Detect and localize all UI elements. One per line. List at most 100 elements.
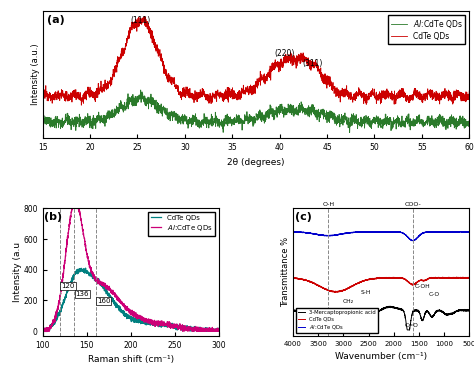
- CdTe QDs: [310, 281, 316, 285]
- Line: $Al$:CdTe QDs: $Al$:CdTe QDs: [43, 90, 469, 132]
- Text: C=O: C=O: [404, 323, 418, 328]
- $Al$:CdTe QDs: [321, 233, 327, 237]
- 3-Mercaptopropionic acid: [466, 309, 472, 313]
- 3-Mercaptopropionic acid: [463, 308, 469, 313]
- $Al$:CdTe QDs: [203, 120, 209, 125]
- $Al$:CdTe QDs: [40, 118, 46, 123]
- $Al$:CdTe QDs: [40, 329, 46, 333]
- Text: (111): (111): [130, 16, 150, 24]
- Line: CdTe QDs: CdTe QDs: [293, 277, 469, 292]
- $Al$:CdTe QDs: [114, 107, 119, 111]
- CdTe QDs: [440, 275, 446, 279]
- Line: 3-Mercaptopropionic acid: 3-Mercaptopropionic acid: [293, 306, 469, 330]
- CdTe QDs: [222, 95, 228, 100]
- CdTe QDs: [114, 70, 119, 74]
- CdTe QDs: [42, 329, 48, 333]
- CdTe QDs: [61, 299, 66, 303]
- Text: 160: 160: [97, 298, 110, 304]
- Legend: 3-Mercaptopropionic acid, CdTe QDs, $Al$:CdTe QDs: 3-Mercaptopropionic acid, CdTe QDs, $Al$…: [296, 308, 378, 333]
- $Al$:CdTe QDs: [72, 197, 78, 201]
- CdTe QDs: [122, 314, 128, 318]
- CdTe QDs: [118, 309, 124, 313]
- $Al$:CdTe QDs: [54, 311, 59, 315]
- Line: CdTe QDs: CdTe QDs: [43, 17, 469, 105]
- $Al$:CdTe QDs: [450, 229, 456, 234]
- Text: (c): (c): [295, 212, 311, 222]
- CdTe QDs: [332, 290, 337, 295]
- Text: (b): (b): [45, 212, 63, 222]
- 3-Mercaptopropionic acid: [310, 312, 316, 316]
- Y-axis label: Intensity (a.u.): Intensity (a.u.): [31, 44, 40, 105]
- Text: 136: 136: [76, 291, 89, 297]
- Line: $Al$:CdTe QDs: $Al$:CdTe QDs: [293, 231, 469, 241]
- $Al$:CdTe QDs: [290, 230, 296, 234]
- $Al$:CdTe QDs: [138, 88, 144, 92]
- $Al$:CdTe QDs: [365, 230, 371, 234]
- CdTe QDs: [365, 277, 371, 282]
- CdTe QDs: [466, 89, 472, 93]
- $Al$:CdTe QDs: [347, 130, 353, 135]
- $Al$:CdTe QDs: [118, 300, 124, 304]
- $Al$:CdTe QDs: [466, 119, 472, 124]
- $Al$:CdTe QDs: [61, 270, 66, 274]
- X-axis label: 2θ (degrees): 2θ (degrees): [227, 158, 285, 167]
- 3-Mercaptopropionic acid: [358, 320, 364, 325]
- CdTe QDs: [444, 276, 450, 280]
- CdTe QDs: [83, 266, 89, 270]
- CdTe QDs: [358, 280, 364, 284]
- CdTe QDs: [40, 328, 46, 333]
- $Al$:CdTe QDs: [444, 230, 450, 234]
- Y-axis label: Intensity (a.u: Intensity (a.u: [13, 242, 22, 302]
- Text: C-OH: C-OH: [415, 284, 430, 289]
- CdTe QDs: [204, 93, 210, 97]
- 3-Mercaptopropionic acid: [290, 307, 296, 312]
- X-axis label: Raman shift (cm⁻¹): Raman shift (cm⁻¹): [88, 355, 174, 364]
- CdTe QDs: [463, 276, 469, 280]
- 3-Mercaptopropionic acid: [321, 318, 327, 323]
- Line: $Al$:CdTe QDs: $Al$:CdTe QDs: [43, 199, 219, 331]
- $Al$:CdTe QDs: [466, 230, 472, 234]
- Text: S-H: S-H: [361, 290, 371, 295]
- CdTe QDs: [412, 94, 418, 98]
- $Al$:CdTe QDs: [310, 231, 316, 236]
- $Al$:CdTe QDs: [412, 118, 418, 123]
- CdTe QDs: [54, 318, 59, 322]
- Text: O-H: O-H: [322, 202, 334, 207]
- X-axis label: Wavenumber (cm⁻¹): Wavenumber (cm⁻¹): [335, 352, 427, 361]
- $Al$:CdTe QDs: [122, 305, 128, 309]
- Text: (a): (a): [47, 15, 64, 25]
- $Al$:CdTe QDs: [115, 295, 120, 299]
- Y-axis label: Transmittance %: Transmittance %: [281, 237, 290, 307]
- Text: (311): (311): [303, 59, 323, 68]
- Legend: $Al$:CdTe QDs, CdTe QDs: $Al$:CdTe QDs, CdTe QDs: [388, 15, 465, 44]
- Text: 120: 120: [62, 283, 75, 289]
- CdTe QDs: [321, 285, 327, 290]
- 3-Mercaptopropionic acid: [365, 317, 371, 321]
- $Al$:CdTe QDs: [463, 230, 469, 234]
- Text: C-O: C-O: [428, 292, 439, 297]
- 3-Mercaptopropionic acid: [404, 328, 410, 332]
- $Al$:CdTe QDs: [140, 317, 146, 321]
- $Al$:CdTe QDs: [40, 327, 46, 331]
- $Al$:CdTe QDs: [358, 230, 364, 234]
- 3-Mercaptopropionic acid: [388, 304, 394, 308]
- Line: CdTe QDs: CdTe QDs: [43, 268, 219, 331]
- 3-Mercaptopropionic acid: [444, 313, 450, 317]
- $Al$:CdTe QDs: [410, 239, 416, 243]
- CdTe QDs: [140, 319, 146, 324]
- Text: COO-: COO-: [404, 202, 421, 207]
- CdTe QDs: [79, 103, 84, 107]
- CdTe QDs: [142, 15, 148, 19]
- Text: (220): (220): [274, 49, 294, 58]
- $Al$:CdTe QDs: [458, 116, 464, 120]
- CdTe QDs: [40, 94, 46, 99]
- CdTe QDs: [216, 329, 222, 333]
- CdTe QDs: [290, 276, 296, 280]
- Legend: CdTe QDs, $Al$:CdTe QDs: CdTe QDs, $Al$:CdTe QDs: [148, 212, 216, 235]
- $Al$:CdTe QDs: [222, 121, 228, 126]
- $Al$:CdTe QDs: [216, 327, 222, 331]
- $Al$:CdTe QDs: [89, 122, 94, 127]
- Text: CH₂: CH₂: [343, 299, 354, 304]
- CdTe QDs: [458, 99, 464, 103]
- CdTe QDs: [115, 304, 120, 308]
